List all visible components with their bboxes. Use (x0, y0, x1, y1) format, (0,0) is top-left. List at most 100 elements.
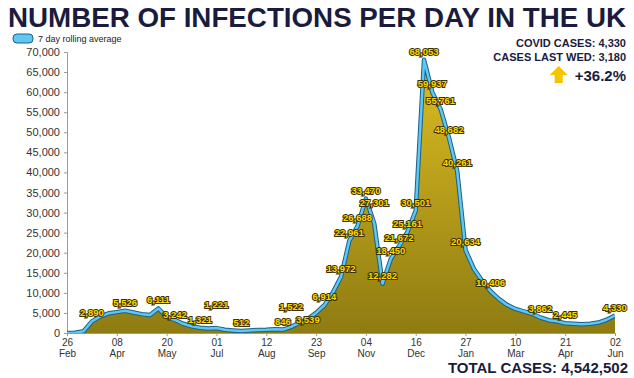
y-tick-label: 5,000 (32, 307, 60, 319)
line (67, 60, 615, 333)
y-tick-mark (64, 52, 67, 53)
title: NUMBER OF INFECTIONS PER DAY IN THE UK (8, 3, 627, 33)
data-label: 22,961 (335, 227, 365, 238)
background (0, 0, 634, 378)
x-tick-mark (67, 333, 68, 336)
x-tick-mark (416, 333, 417, 336)
x-tick: 01Jul (211, 333, 224, 359)
data-label: 25,161 (393, 218, 423, 229)
y-tick: 60,000 (26, 86, 67, 98)
y-tick: 20,000 (26, 247, 67, 259)
x-tick-label: 04Nov (358, 337, 376, 359)
y-tick-label: 45,000 (26, 146, 60, 158)
x-tick-mark (316, 333, 317, 336)
x-tick-mark (266, 333, 267, 336)
x-tick-label: 23Sep (308, 337, 326, 359)
x-tick: 16Dec (407, 333, 425, 359)
y-tick-label: 65,000 (26, 66, 60, 78)
x-tick-label-part: 04 (361, 337, 373, 348)
data-label: 3,539 (296, 314, 320, 325)
arrow-up (550, 66, 568, 83)
y-tick-mark (64, 72, 67, 73)
y-tick-label: 55,000 (26, 106, 60, 118)
y-tick-mark (64, 313, 67, 314)
y-tick-label: 50,000 (26, 126, 60, 138)
y-tick-mark (64, 233, 67, 234)
x-tick-label: 21Apr (558, 337, 574, 359)
x-tick-label: 10Mar (507, 337, 525, 359)
y-tick-label: 35,000 (26, 187, 60, 199)
data-label: 512 (233, 317, 249, 328)
data-label: 59,937 (418, 78, 447, 89)
x-axis: 26Feb08Apr20May01Jul12Aug23Sep04Nov16Dec… (59, 333, 624, 359)
x-tick-label: 26Feb (59, 337, 77, 359)
x-tick: 23Sep (308, 333, 326, 359)
x-tick-label-part: 02 (610, 337, 622, 348)
y-axis-line (64, 53, 68, 334)
data-label: 33,470 (351, 185, 380, 196)
x-tick-label-part: Dec (407, 348, 425, 359)
data-label: 68,053 (409, 46, 438, 57)
x-tick-label-part: 23 (311, 337, 323, 348)
data-label: 6,914 (313, 291, 337, 302)
data-label: 3,862 (528, 303, 552, 314)
legend-swatch (13, 34, 33, 43)
x-tick-label-part: Apr (110, 348, 126, 359)
y-tick-mark (64, 333, 67, 334)
data-label: 13,972 (326, 263, 355, 274)
data-label: 3,242 (163, 309, 187, 320)
x-tick-label-part: 20 (162, 337, 174, 348)
y-tick: 70,000 (26, 46, 67, 58)
annotation: +36.2% (575, 67, 626, 84)
y-tick-label: 10,000 (26, 287, 60, 299)
y-tick: 40,000 (26, 166, 67, 178)
x-tick-label: 01Jul (211, 337, 224, 359)
y-tick-mark (64, 152, 67, 153)
annotation: COVID CASES: 4,330 (516, 37, 626, 49)
annotation: TOTAL CASES: 4,542,502 (448, 359, 628, 376)
y-tick-label: 0 (54, 327, 60, 339)
annotation: CASES LAST WED: 3,180 (493, 51, 626, 63)
x-tick-mark (167, 333, 168, 336)
y-tick-mark (64, 112, 67, 113)
chart: 05,00010,00015,00020,00025,00030,00035,0… (0, 0, 634, 378)
x-tick-label-part: Feb (59, 348, 77, 359)
x-tick-label-part: 12 (261, 337, 273, 348)
x-tick: 21Apr (558, 333, 574, 359)
x-tick: 26Feb (59, 333, 77, 359)
data-label: 10,406 (476, 277, 505, 288)
x-tick-label: 08Apr (110, 337, 126, 359)
data-label: 6,111 (147, 294, 170, 305)
data-label: 846 (275, 316, 291, 327)
y-tick-label: 70,000 (26, 46, 60, 58)
data-label: 1,221 (205, 299, 229, 310)
x-tick-label: 16Dec (407, 337, 425, 359)
y-tick-mark (64, 172, 67, 173)
y-tick: 45,000 (26, 146, 67, 158)
data-label: 55,761 (426, 95, 456, 106)
data-labels: 2,8905,5266,1113,2421,3211,2215128461,52… (80, 46, 627, 328)
y-tick-mark (64, 213, 67, 214)
x-tick-label-part: 10 (510, 337, 522, 348)
data-label: 5,526 (113, 297, 137, 308)
x-tick-label: 02Jun (607, 337, 623, 359)
x-tick-label-part: 21 (560, 337, 572, 348)
y-tick: 65,000 (26, 66, 67, 78)
x-tick-mark (615, 333, 616, 336)
y-tick: 5,000 (32, 307, 67, 319)
legend: 7 day rolling average (13, 34, 122, 44)
y-tick: 10,000 (26, 287, 67, 299)
x-axis-line (68, 334, 616, 337)
data-label: 26,688 (343, 212, 372, 223)
data-label: 27,301 (360, 197, 390, 208)
y-tick-label: 20,000 (26, 247, 60, 259)
data-label: 2,890 (80, 307, 104, 318)
x-tick: 12Aug (258, 333, 276, 359)
x-tick-label-part: 27 (460, 337, 472, 348)
y-tick: 15,000 (26, 267, 67, 279)
y-tick-label: 60,000 (26, 86, 60, 98)
y-tick-mark (64, 193, 67, 194)
x-tick-mark (565, 333, 566, 336)
x-tick-mark (515, 333, 516, 336)
y-tick-mark (64, 293, 67, 294)
